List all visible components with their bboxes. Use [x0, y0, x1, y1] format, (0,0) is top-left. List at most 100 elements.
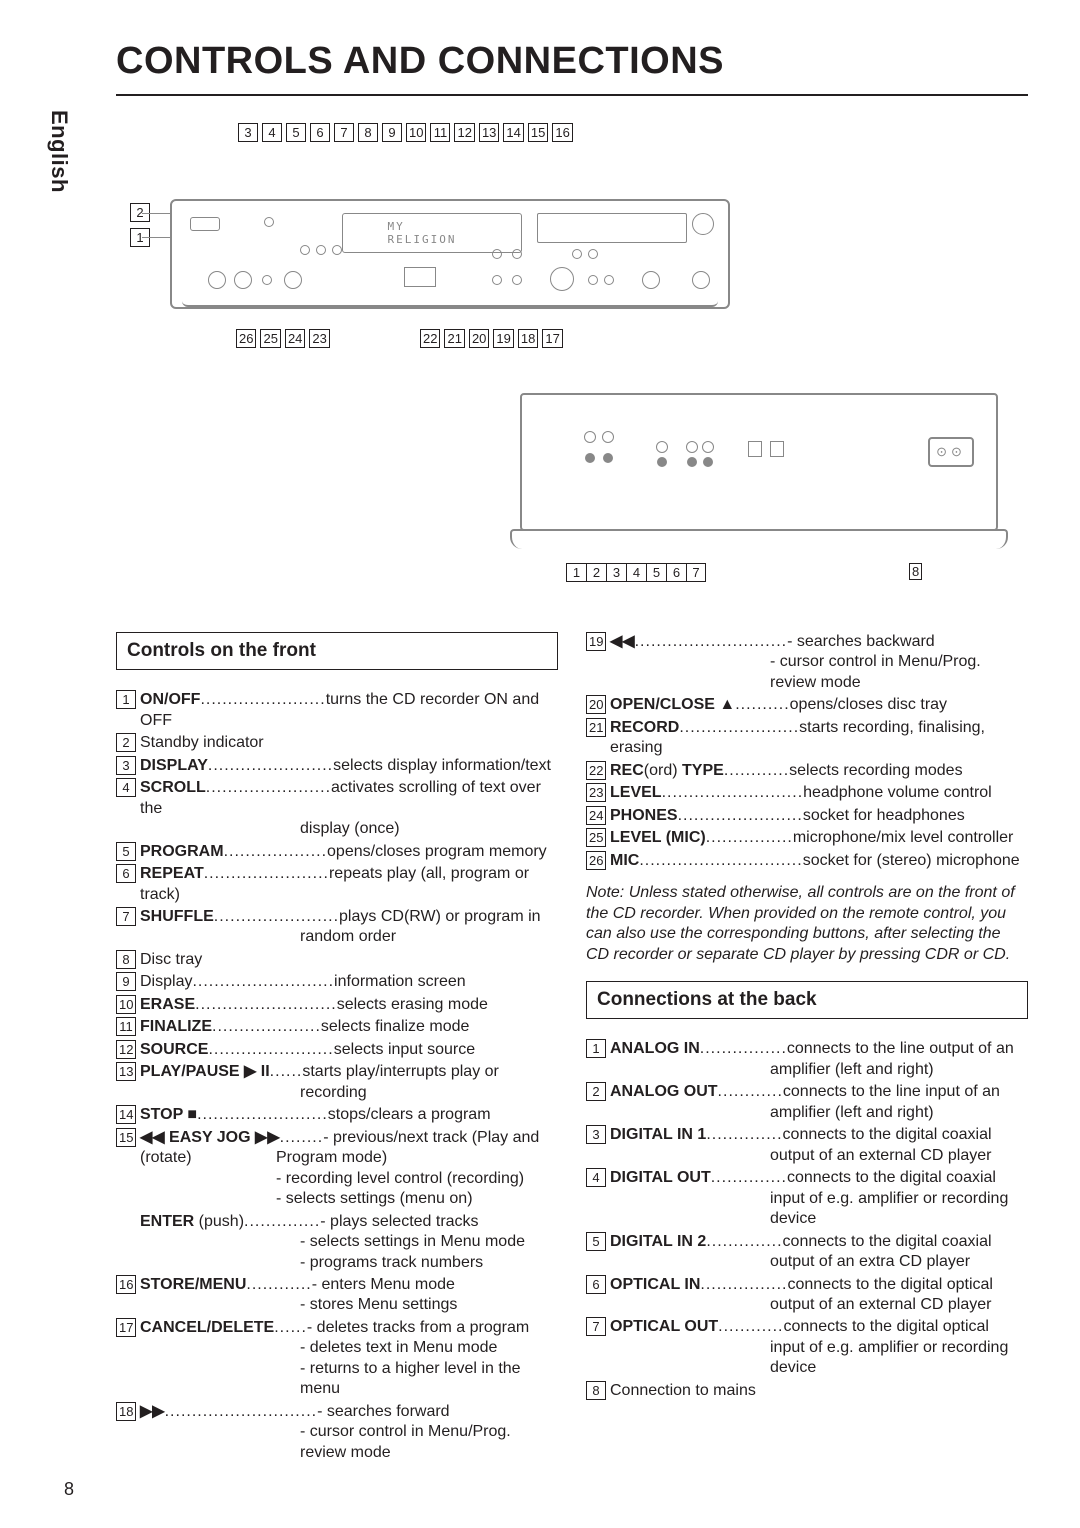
list-item: 6OPTICAL IN................connects to t…	[586, 1275, 1028, 1316]
list-item: 20OPEN/CLOSE ▲..........opens/closes dis…	[586, 695, 1028, 715]
item-continuation: menu	[140, 1379, 558, 1399]
list-item: 23LEVEL..........................headpho…	[586, 783, 1028, 803]
diagram-top-numbers: 345678910111213141516	[238, 123, 573, 142]
item-line: PROGRAM...................opens/closes p…	[140, 842, 558, 862]
item-line: SHUFFLE.......................plays CD(R…	[140, 907, 558, 927]
item-line: OPTICAL IN................connects to th…	[610, 1275, 1028, 1295]
item-line: ANALOG OUT............connects to the li…	[610, 1082, 1028, 1102]
diagram-rear-numbers: 1234567	[566, 563, 706, 582]
item-continuation: - returns to a higher level in the	[140, 1359, 558, 1379]
item-number: 8	[116, 950, 136, 969]
list-item: 18▶▶............................- search…	[116, 1402, 558, 1463]
list-item: 5DIGITAL IN 2..............connects to t…	[586, 1232, 1028, 1273]
item-number: 25	[586, 828, 606, 847]
list-item: 16STORE/MENU............- enters Menu mo…	[116, 1275, 558, 1316]
item-line: Connection to mains	[610, 1381, 1028, 1401]
callout-top-9: 9	[382, 123, 402, 142]
front-controls-list-continued: 19◀◀............................- search…	[586, 632, 1028, 871]
note-text: Note: Unless stated otherwise, all contr…	[586, 883, 1028, 965]
item-number: 10	[116, 995, 136, 1014]
callout-top-12: 12	[454, 123, 474, 142]
back-connections-list: 1ANALOG IN................connects to th…	[586, 1039, 1028, 1401]
item-line: DISPLAY.......................selects di…	[140, 756, 558, 776]
callout-rear-8: 8	[909, 563, 922, 580]
item-number: 6	[116, 864, 136, 883]
item-line: STORE/MENU............- enters Menu mode	[140, 1275, 558, 1295]
callout-rear-3: 3	[606, 563, 626, 582]
callout-top-16: 16	[552, 123, 572, 142]
diagram-bottom-left-numbers: 26252423	[236, 329, 330, 348]
diagram: 345678910111213141516 2 1 26252423 22212…	[130, 115, 1000, 615]
item-line: ▶▶............................- searches…	[140, 1402, 558, 1422]
item-line: DIGITAL OUT..............connects to the…	[610, 1168, 1028, 1188]
list-item: 11FINALIZE....................selects fi…	[116, 1017, 558, 1037]
callout-top-13: 13	[479, 123, 499, 142]
list-item: 21RECORD......................starts rec…	[586, 718, 1028, 759]
diagram-left-numbers: 2 1	[130, 203, 150, 247]
callout-bot-19: 19	[493, 329, 513, 348]
list-item: 7OPTICAL OUT............connects to the …	[586, 1317, 1028, 1378]
item-line: ERASE..........................selects e…	[140, 995, 558, 1015]
item-line: DIGITAL IN 2..............connects to th…	[610, 1232, 1028, 1252]
item-number: 2	[586, 1082, 606, 1101]
callout-bot-20: 20	[469, 329, 489, 348]
item-line: ◀◀ EASY JOG ▶▶........- previous/next tr…	[140, 1128, 558, 1148]
item-line: PHONES.......................socket for …	[610, 806, 1028, 826]
callout-top-7: 7	[334, 123, 354, 142]
item-line: CANCEL/DELETE......- deletes tracks from…	[140, 1318, 558, 1338]
callout-bot-26: 26	[236, 329, 256, 348]
list-item: 9Display..........................inform…	[116, 972, 558, 992]
item-number: 5	[586, 1232, 606, 1251]
item-number: 15	[116, 1128, 136, 1147]
item-number: 20	[586, 695, 606, 714]
item-number: 1	[116, 690, 136, 709]
list-item: 10ERASE..........................selects…	[116, 995, 558, 1015]
callout-rear-7: 7	[686, 563, 706, 582]
item-continuation: - cursor control in Menu/Prog.	[140, 1422, 558, 1442]
item-line: ◀◀............................- searches…	[610, 632, 1028, 652]
callout-rear-1: 1	[566, 563, 586, 582]
item-continuation: review mode	[140, 1443, 558, 1463]
callout-top-15: 15	[528, 123, 548, 142]
item-line: SOURCE.......................selects inp…	[140, 1040, 558, 1060]
item-line: RECORD......................starts recor…	[610, 718, 1028, 759]
item-continuation: device	[610, 1358, 1028, 1378]
list-item: 14STOP ■........................stops/cl…	[116, 1105, 558, 1125]
callout-bot-21: 21	[444, 329, 464, 348]
item-number: 5	[116, 842, 136, 861]
item-number: 1	[586, 1039, 606, 1058]
list-item: 13PLAY/PAUSE ▶ II......starts play/inter…	[116, 1062, 558, 1103]
item-number: 9	[116, 972, 136, 991]
item-continuation: display (once)	[140, 819, 558, 839]
item-continuation: input of e.g. amplifier or recording	[610, 1189, 1028, 1209]
item-line: LEVEL (MIC)................microphone/mi…	[610, 828, 1028, 848]
item-line: ANALOG IN................connects to the…	[610, 1039, 1028, 1059]
callout-rear-2: 2	[586, 563, 606, 582]
device-rear-panel	[520, 393, 998, 531]
item-number: 24	[586, 806, 606, 825]
item-line: SCROLL.......................activates s…	[140, 778, 558, 819]
list-item: ENTER (push)..............- plays select…	[116, 1212, 558, 1273]
item-number: 11	[116, 1017, 136, 1036]
item-line: REPEAT.......................repeats pla…	[140, 864, 558, 905]
item-continuation: output of an extra CD player	[610, 1252, 1028, 1272]
item-number: 12	[116, 1040, 136, 1059]
mains-socket	[928, 437, 974, 467]
list-item: 1ON/OFF.......................turns the …	[116, 690, 558, 731]
list-item: 26MIC..............................socke…	[586, 851, 1028, 871]
item-continuation: output of an external CD player	[610, 1146, 1028, 1166]
item-number: 26	[586, 851, 606, 870]
item-line: PLAY/PAUSE ▶ II......starts play/interru…	[140, 1062, 558, 1082]
item-line: Standby indicator	[140, 733, 558, 753]
item-number: 13	[116, 1062, 136, 1081]
item-continuation: input of e.g. amplifier or recording	[610, 1338, 1028, 1358]
item-number: 4	[116, 778, 136, 797]
item-line: REC(ord) TYPE............selects recordi…	[610, 761, 1028, 781]
item-continuation: - programs track numbers	[140, 1253, 558, 1273]
callout-top-11: 11	[430, 123, 450, 142]
callout-bot-18: 18	[518, 329, 538, 348]
item-continuation: output of an external CD player	[610, 1295, 1028, 1315]
item-line: LEVEL..........................headphone…	[610, 783, 1028, 803]
page-title: CONTROLS AND CONNECTIONS	[116, 40, 724, 83]
list-item: 2Standby indicator	[116, 733, 558, 753]
